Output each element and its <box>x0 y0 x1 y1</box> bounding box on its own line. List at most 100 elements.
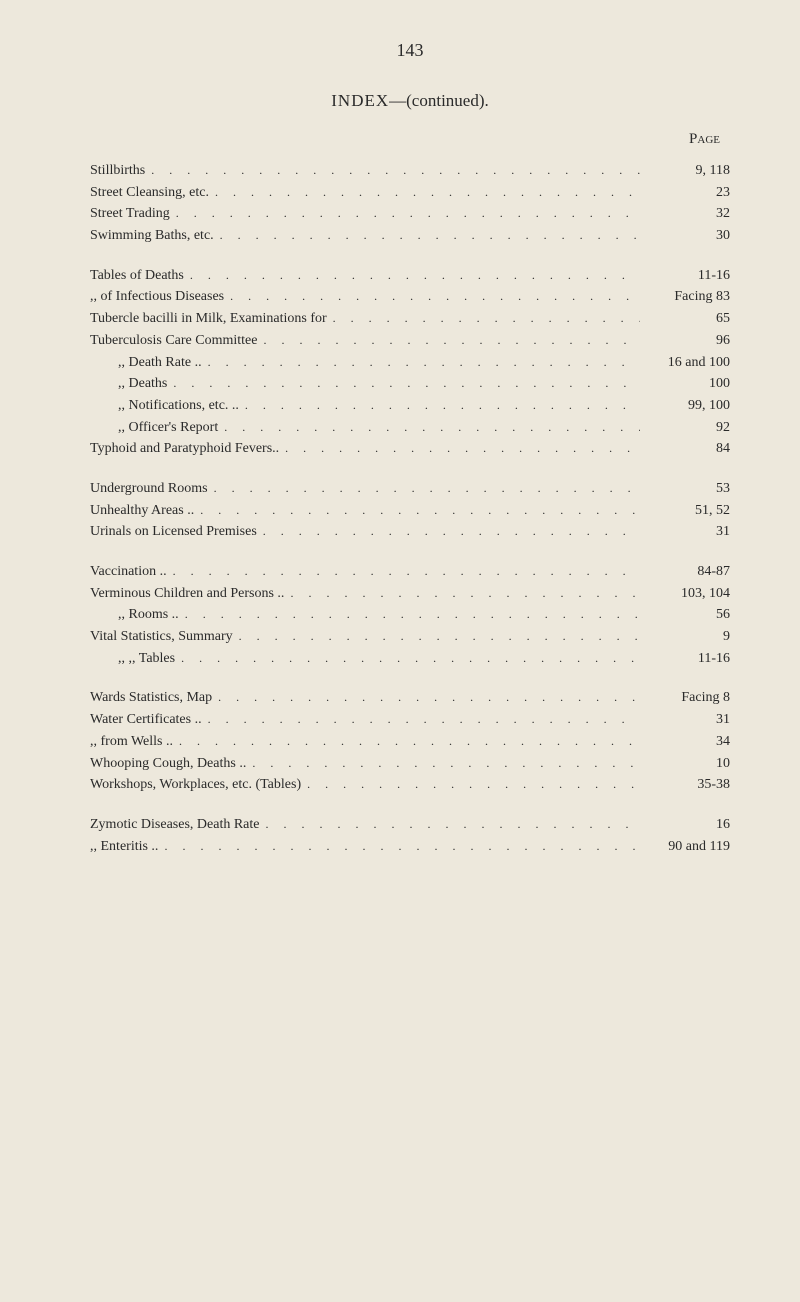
entry-page: 16 and 100 <box>640 352 730 374</box>
index-row: Tubercle bacilli in Milk, Examinations f… <box>90 308 730 330</box>
index-row: Tuberculosis Care Committee. . . . . . .… <box>90 330 730 352</box>
entry-page: 96 <box>640 330 730 352</box>
entry-page: 34 <box>640 731 730 753</box>
entry-text: Tuberculosis Care Committee <box>90 330 257 352</box>
index-row: Unhealthy Areas ... . . . . . . . . . . … <box>90 500 730 522</box>
entry-text: Street Trading <box>90 203 170 225</box>
entry-text: Swimming Baths, etc. <box>90 225 214 247</box>
entry-page: 84-87 <box>640 561 730 583</box>
index-row: ,, Death Rate ... . . . . . . . . . . . … <box>90 352 730 374</box>
leader-dots: . . . . . . . . . . . . . . . . . . . . … <box>202 710 640 729</box>
leader-dots: . . . . . . . . . . . . . . . . . . . . … <box>173 732 640 751</box>
title-caps: INDEX <box>331 91 389 110</box>
index-row: Water Certificates ... . . . . . . . . .… <box>90 709 730 731</box>
leader-dots: . . . . . . . . . . . . . . . . . . . . … <box>301 775 640 794</box>
leader-dots: . . . . . . . . . . . . . . . . . . . . … <box>170 204 640 223</box>
index-section: Zymotic Diseases, Death Rate. . . . . . … <box>90 814 730 857</box>
entry-text: Water Certificates .. <box>90 709 202 731</box>
entry-text: Vaccination .. <box>90 561 167 583</box>
leader-dots: . . . . . . . . . . . . . . . . . . . . … <box>194 501 640 520</box>
index-section: Tables of Deaths. . . . . . . . . . . . … <box>90 265 730 460</box>
entry-page: Facing 83 <box>640 286 730 308</box>
entry-page: 11-16 <box>640 265 730 287</box>
leader-dots: . . . . . . . . . . . . . . . . . . . . … <box>284 584 640 603</box>
index-row: Street Trading. . . . . . . . . . . . . … <box>90 203 730 225</box>
entry-page: 31 <box>640 709 730 731</box>
index-row: Vital Statistics, Summary. . . . . . . .… <box>90 626 730 648</box>
leader-dots: . . . . . . . . . . . . . . . . . . . . … <box>257 331 640 350</box>
entry-text: ,, Officer's Report <box>90 417 218 439</box>
leader-dots: . . . . . . . . . . . . . . . . . . . . … <box>175 649 640 668</box>
entry-page: 32 <box>640 203 730 225</box>
leader-dots: . . . . . . . . . . . . . . . . . . . . … <box>224 287 640 306</box>
entry-page: 53 <box>640 478 730 500</box>
index-row: Stillbirths. . . . . . . . . . . . . . .… <box>90 160 730 182</box>
index-section: Vaccination .. . . . . . . . . . . . . . … <box>90 561 730 669</box>
entry-page: 9 <box>640 626 730 648</box>
entry-text: Wards Statistics, Map <box>90 687 212 709</box>
index-title: INDEX—(continued). <box>90 91 730 111</box>
index-row: Wards Statistics, Map. . . . . . . . . .… <box>90 687 730 709</box>
leader-dots: . . . . . . . . . . . . . . . . . . . . … <box>145 161 640 180</box>
entry-text: Unhealthy Areas .. <box>90 500 194 522</box>
entry-text: Verminous Children and Persons .. <box>90 583 284 605</box>
entry-page: 65 <box>640 308 730 330</box>
index-row: Vaccination ... . . . . . . . . . . . . … <box>90 561 730 583</box>
leader-dots: . . . . . . . . . . . . . . . . . . . . … <box>327 309 640 328</box>
entry-text: Workshops, Workplaces, etc. (Tables) <box>90 774 301 796</box>
leader-dots: . . . . . . . . . . . . . . . . . . . . … <box>167 374 640 393</box>
entry-text: Typhoid and Paratyphoid Fevers.. <box>90 438 279 460</box>
leader-dots: . . . . . . . . . . . . . . . . . . . . … <box>212 688 640 707</box>
entry-text: ,, of Infectious Diseases <box>90 286 224 308</box>
entry-page: 99, 100 <box>640 395 730 417</box>
entry-page: 9, 118 <box>640 160 730 182</box>
entry-page: 103, 104 <box>640 583 730 605</box>
entry-page: 30 <box>640 225 730 247</box>
entry-page: 51, 52 <box>640 500 730 522</box>
title-rest: —(continued). <box>389 91 489 110</box>
entry-page: 10 <box>640 753 730 775</box>
entry-page: 11-16 <box>640 648 730 670</box>
index-section: Wards Statistics, Map. . . . . . . . . .… <box>90 687 730 795</box>
entry-page: 31 <box>640 521 730 543</box>
leader-dots: . . . . . . . . . . . . . . . . . . . . … <box>260 815 640 834</box>
entry-page: 35-38 <box>640 774 730 796</box>
index-row: ,, Rooms ... . . . . . . . . . . . . . .… <box>90 604 730 626</box>
leader-dots: . . . . . . . . . . . . . . . . . . . . … <box>184 266 640 285</box>
entry-text: Stillbirths <box>90 160 145 182</box>
index-row: ,, Notifications, etc. ... . . . . . . .… <box>90 395 730 417</box>
entry-text: ,, Notifications, etc. .. <box>90 395 239 417</box>
entry-page: 100 <box>640 373 730 395</box>
entry-text: Zymotic Diseases, Death Rate <box>90 814 260 836</box>
entry-text: Tubercle bacilli in Milk, Examinations f… <box>90 308 327 330</box>
entry-text: ,, from Wells .. <box>90 731 173 753</box>
index-section: Underground Rooms. . . . . . . . . . . .… <box>90 478 730 543</box>
entry-text: ,, Enteritis .. <box>90 836 158 858</box>
leader-dots: . . . . . . . . . . . . . . . . . . . . … <box>218 418 640 437</box>
entry-text: Underground Rooms <box>90 478 208 500</box>
entry-text: ,, Death Rate .. <box>90 352 202 374</box>
index-row: Zymotic Diseases, Death Rate. . . . . . … <box>90 814 730 836</box>
entry-text: ,, ,, Tables <box>90 648 175 670</box>
entry-page: 56 <box>640 604 730 626</box>
index-row: ,, Enteritis ... . . . . . . . . . . . .… <box>90 836 730 858</box>
entry-text: Vital Statistics, Summary <box>90 626 233 648</box>
index-section: Stillbirths. . . . . . . . . . . . . . .… <box>90 160 730 247</box>
index-row: ,, from Wells ... . . . . . . . . . . . … <box>90 731 730 753</box>
index-row: ,, ,, Tables. . . . . . . . . . . . . . … <box>90 648 730 670</box>
index-row: Swimming Baths, etc.. . . . . . . . . . … <box>90 225 730 247</box>
leader-dots: . . . . . . . . . . . . . . . . . . . . … <box>158 837 640 856</box>
index-row: ,, Officer's Report. . . . . . . . . . .… <box>90 417 730 439</box>
leader-dots: . . . . . . . . . . . . . . . . . . . . … <box>179 605 640 624</box>
entry-text: Urinals on Licensed Premises <box>90 521 257 543</box>
entry-page: 90 and 119 <box>640 836 730 858</box>
entry-text: ,, Deaths <box>90 373 167 395</box>
entry-page: 92 <box>640 417 730 439</box>
entry-text: Tables of Deaths <box>90 265 184 287</box>
index-row: Whooping Cough, Deaths ... . . . . . . .… <box>90 753 730 775</box>
index-row: Verminous Children and Persons ... . . .… <box>90 583 730 605</box>
entry-text: Street Cleansing, etc. <box>90 182 209 204</box>
index-row: Tables of Deaths. . . . . . . . . . . . … <box>90 265 730 287</box>
entry-page: 84 <box>640 438 730 460</box>
index-body: Stillbirths. . . . . . . . . . . . . . .… <box>90 160 730 857</box>
